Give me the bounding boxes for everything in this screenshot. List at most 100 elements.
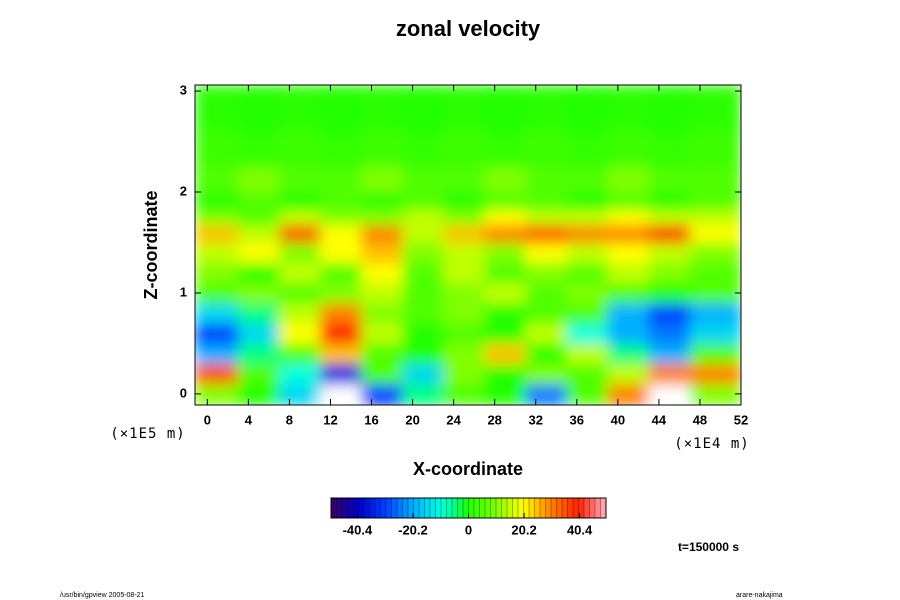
cell [238, 131, 280, 168]
y-axis-label: Z-coordinate [141, 190, 161, 299]
cell [361, 85, 403, 132]
colorbar-step [364, 498, 370, 518]
cell [484, 166, 526, 193]
cell [238, 303, 280, 324]
cell [525, 262, 568, 284]
cell [689, 131, 741, 168]
cell [443, 166, 485, 193]
x-unit: (×1E4 m) [674, 436, 749, 452]
colorbar-step [485, 498, 491, 518]
colorbar-step [556, 498, 563, 518]
cell [402, 363, 444, 385]
cell [566, 242, 609, 264]
cell [279, 323, 321, 344]
cell [279, 85, 321, 132]
cell [689, 224, 741, 243]
cell [525, 224, 568, 243]
colorbar-step [347, 498, 354, 518]
cell [320, 363, 362, 385]
cell [607, 166, 650, 193]
cell [566, 192, 609, 211]
colorbar-step [342, 498, 348, 518]
colorbar-step [501, 498, 508, 518]
colorbar-step [336, 498, 343, 518]
field [195, 85, 741, 405]
cell [443, 282, 485, 304]
cell [689, 363, 741, 385]
colorbar-step [474, 498, 480, 518]
colorbar-step [435, 498, 442, 518]
cell [607, 343, 650, 365]
y-tick-label: 3 [180, 82, 187, 97]
cell [279, 363, 321, 385]
x-tick-label: 8 [286, 412, 293, 427]
cell [566, 363, 609, 385]
colorbar-step [353, 498, 359, 518]
cell [607, 363, 650, 385]
colorbar-step [540, 498, 546, 518]
cell [402, 303, 444, 324]
cell [484, 224, 526, 243]
cell [648, 85, 691, 132]
y-tick-label: 0 [180, 385, 187, 400]
colorbar-step [391, 498, 398, 518]
cell [402, 166, 444, 193]
cell [525, 85, 568, 132]
cell [566, 85, 609, 132]
cell [689, 323, 741, 344]
cell [443, 224, 485, 243]
cell [689, 242, 741, 264]
cell [361, 192, 403, 211]
cell [402, 85, 444, 132]
colorbar-step [446, 498, 453, 518]
x-tick-label: 24 [446, 412, 461, 427]
cell [320, 303, 362, 324]
cell [484, 192, 526, 211]
cell [443, 323, 485, 344]
colorbar-step [584, 498, 590, 518]
cell [648, 242, 691, 264]
cell [320, 282, 362, 304]
cell [484, 323, 526, 344]
cell [525, 192, 568, 211]
cell [402, 209, 444, 226]
cell [607, 303, 650, 324]
colorbar-step [512, 498, 519, 518]
cell [484, 85, 526, 132]
cell [443, 85, 485, 132]
cell [238, 209, 280, 226]
cell [525, 383, 568, 405]
cell [607, 262, 650, 284]
cell [566, 282, 609, 304]
cell [361, 303, 403, 324]
cell [279, 303, 321, 324]
colorbar-step [496, 498, 502, 518]
cell [402, 323, 444, 344]
colorbar-step [408, 498, 414, 518]
cell [607, 131, 650, 168]
chart-title: zonal velocity [396, 16, 541, 41]
cell [525, 131, 568, 168]
x-tick-label: 12 [323, 412, 337, 427]
colorbar-step [358, 498, 365, 518]
cell [279, 282, 321, 304]
cell [525, 363, 568, 385]
cell [648, 224, 691, 243]
cell [607, 383, 650, 405]
colorbar-step [578, 498, 585, 518]
cell [195, 192, 239, 211]
x-tick-label: 44 [652, 412, 667, 427]
colorbar-step [369, 498, 376, 518]
colorbar-step [424, 498, 431, 518]
colorbar-step [380, 498, 387, 518]
cell [320, 343, 362, 365]
cell [607, 192, 650, 211]
colorbar-step [452, 498, 458, 518]
cell [566, 383, 609, 405]
x-tick-label: 52 [734, 412, 748, 427]
cell [689, 209, 741, 226]
colorbar-step [430, 498, 436, 518]
cell [195, 242, 239, 264]
cell [484, 303, 526, 324]
cell [238, 282, 280, 304]
